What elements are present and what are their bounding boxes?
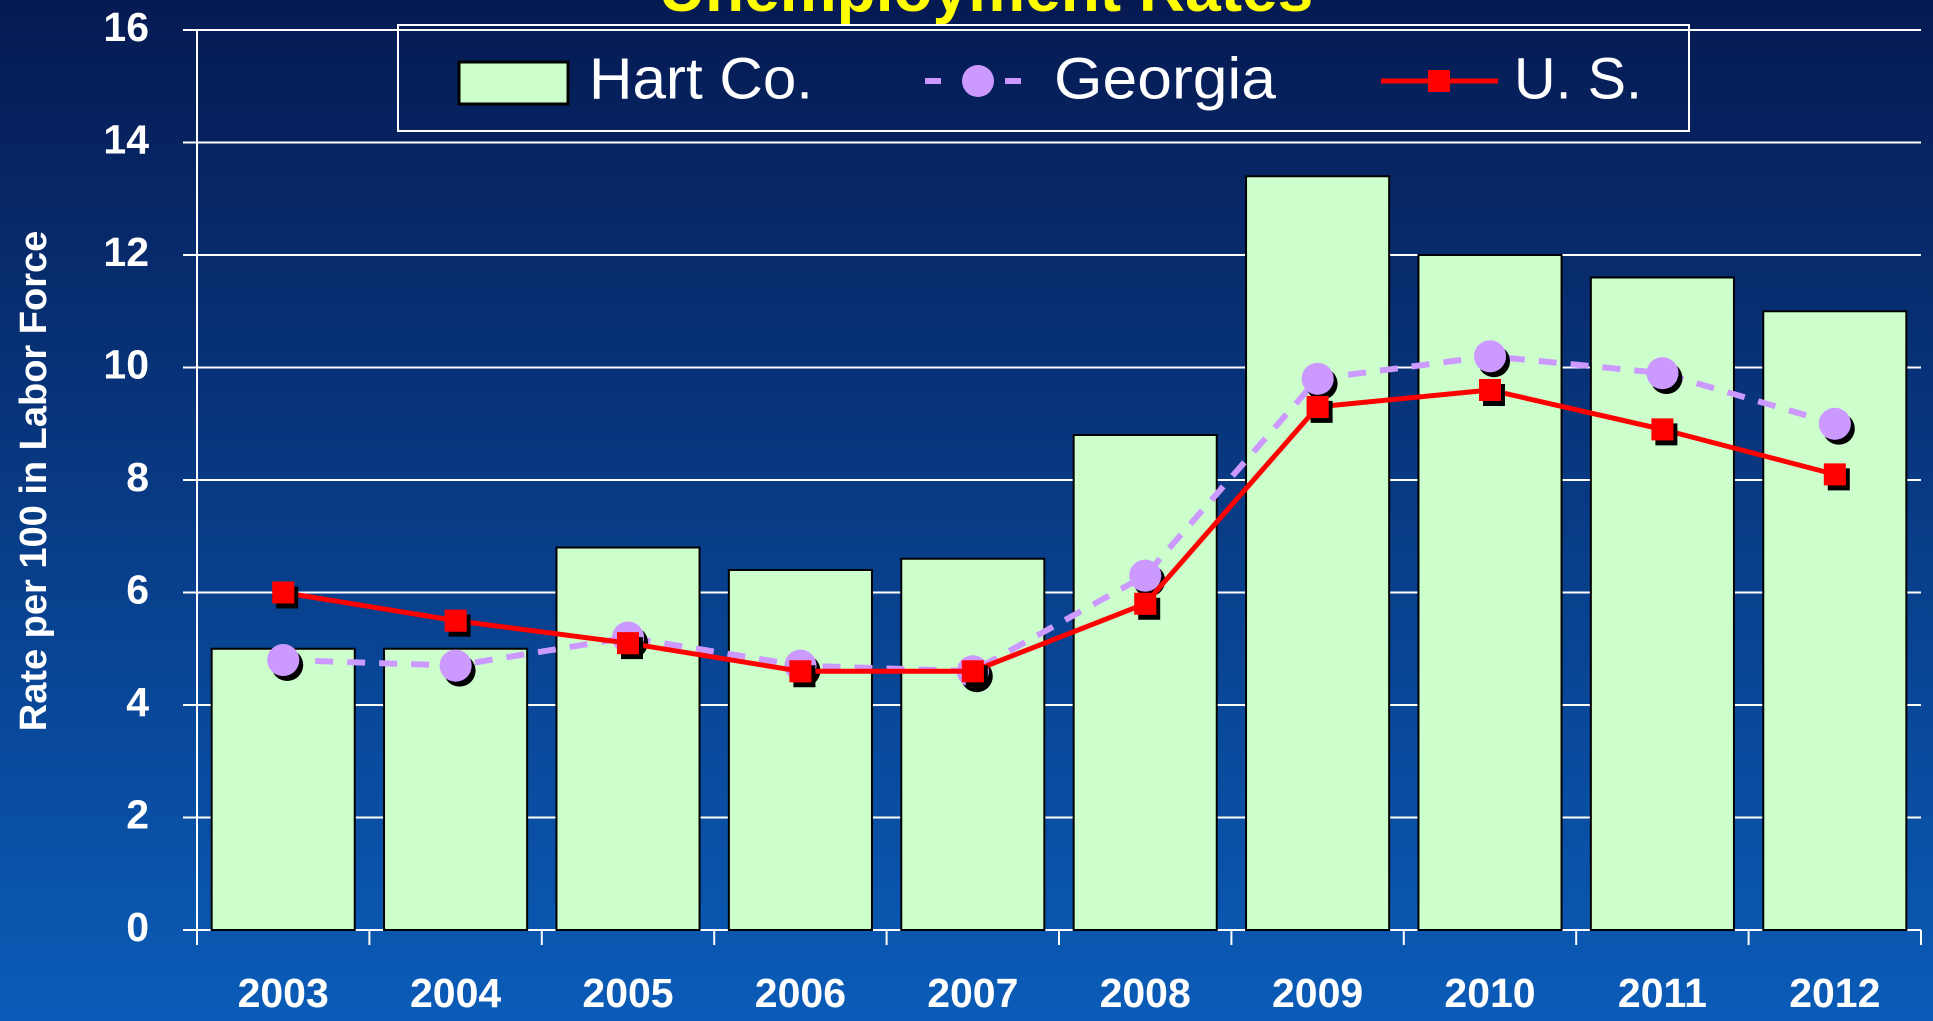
us-marker: [272, 581, 295, 604]
legend-label: Georgia: [1054, 46, 1277, 111]
georgia-marker: [267, 644, 300, 676]
x-tick-label: 2003: [238, 970, 329, 1016]
y-tick-label: 4: [126, 679, 149, 725]
x-tick-label: 2011: [1618, 970, 1707, 1016]
bar: [900, 557, 1046, 931]
y-tick-label: 10: [103, 341, 149, 387]
y-tick-label: 12: [103, 229, 149, 275]
us-marker: [1479, 379, 1501, 401]
legend-marker: [962, 65, 994, 97]
y-tick-label: 16: [103, 4, 149, 50]
chart-title: Unemployment Rates: [659, 0, 1313, 25]
bar: [1245, 175, 1391, 931]
us-marker: [789, 660, 812, 683]
georgia-marker: [1474, 340, 1506, 373]
us-marker: [961, 660, 984, 683]
y-tick-label: 14: [103, 116, 149, 162]
us-marker: [1306, 395, 1329, 418]
y-axis-title: Rate per 100 in Labor Force: [13, 231, 55, 732]
us-marker: [1651, 418, 1674, 441]
georgia-marker: [1818, 407, 1851, 440]
legend-label: U. S.: [1514, 46, 1642, 111]
georgia-marker: [1646, 357, 1679, 390]
x-tick-label: 2007: [927, 970, 1018, 1016]
bar: [1762, 310, 1908, 931]
line: [282, 387, 1836, 674]
y-tick-label: 0: [126, 904, 149, 950]
x-tick-label: 2005: [582, 970, 673, 1016]
bar: [383, 647, 529, 931]
x-tick-label: 2012: [1789, 970, 1880, 1016]
us-marker: [1134, 592, 1157, 615]
legend-box: [397, 24, 1690, 132]
x-tick-label: 2008: [1100, 970, 1191, 1016]
x-tick-label: 2004: [410, 970, 501, 1016]
us-marker: [444, 609, 467, 632]
x-tick-label: 2006: [755, 970, 846, 1016]
legend-marker: [1428, 70, 1450, 92]
georgia-marker: [439, 649, 472, 682]
y-tick-label: 6: [126, 566, 149, 612]
legend-label: Hart Co.: [589, 46, 813, 111]
bar: [555, 546, 701, 931]
x-tick-label: 2009: [1272, 970, 1363, 1016]
line: [283, 353, 1836, 675]
georgia-marker: [1301, 362, 1334, 395]
bar: [1072, 434, 1218, 931]
bar: [210, 647, 356, 931]
us-marker: [1823, 463, 1846, 486]
georgia-marker: [1129, 559, 1162, 592]
us-marker: [617, 632, 639, 655]
x-tick-label: 2010: [1444, 970, 1535, 1016]
y-tick-label: 8: [126, 454, 149, 500]
bar: [727, 569, 873, 931]
legend-swatch: [457, 60, 570, 106]
y-tick-label: 2: [126, 791, 149, 837]
